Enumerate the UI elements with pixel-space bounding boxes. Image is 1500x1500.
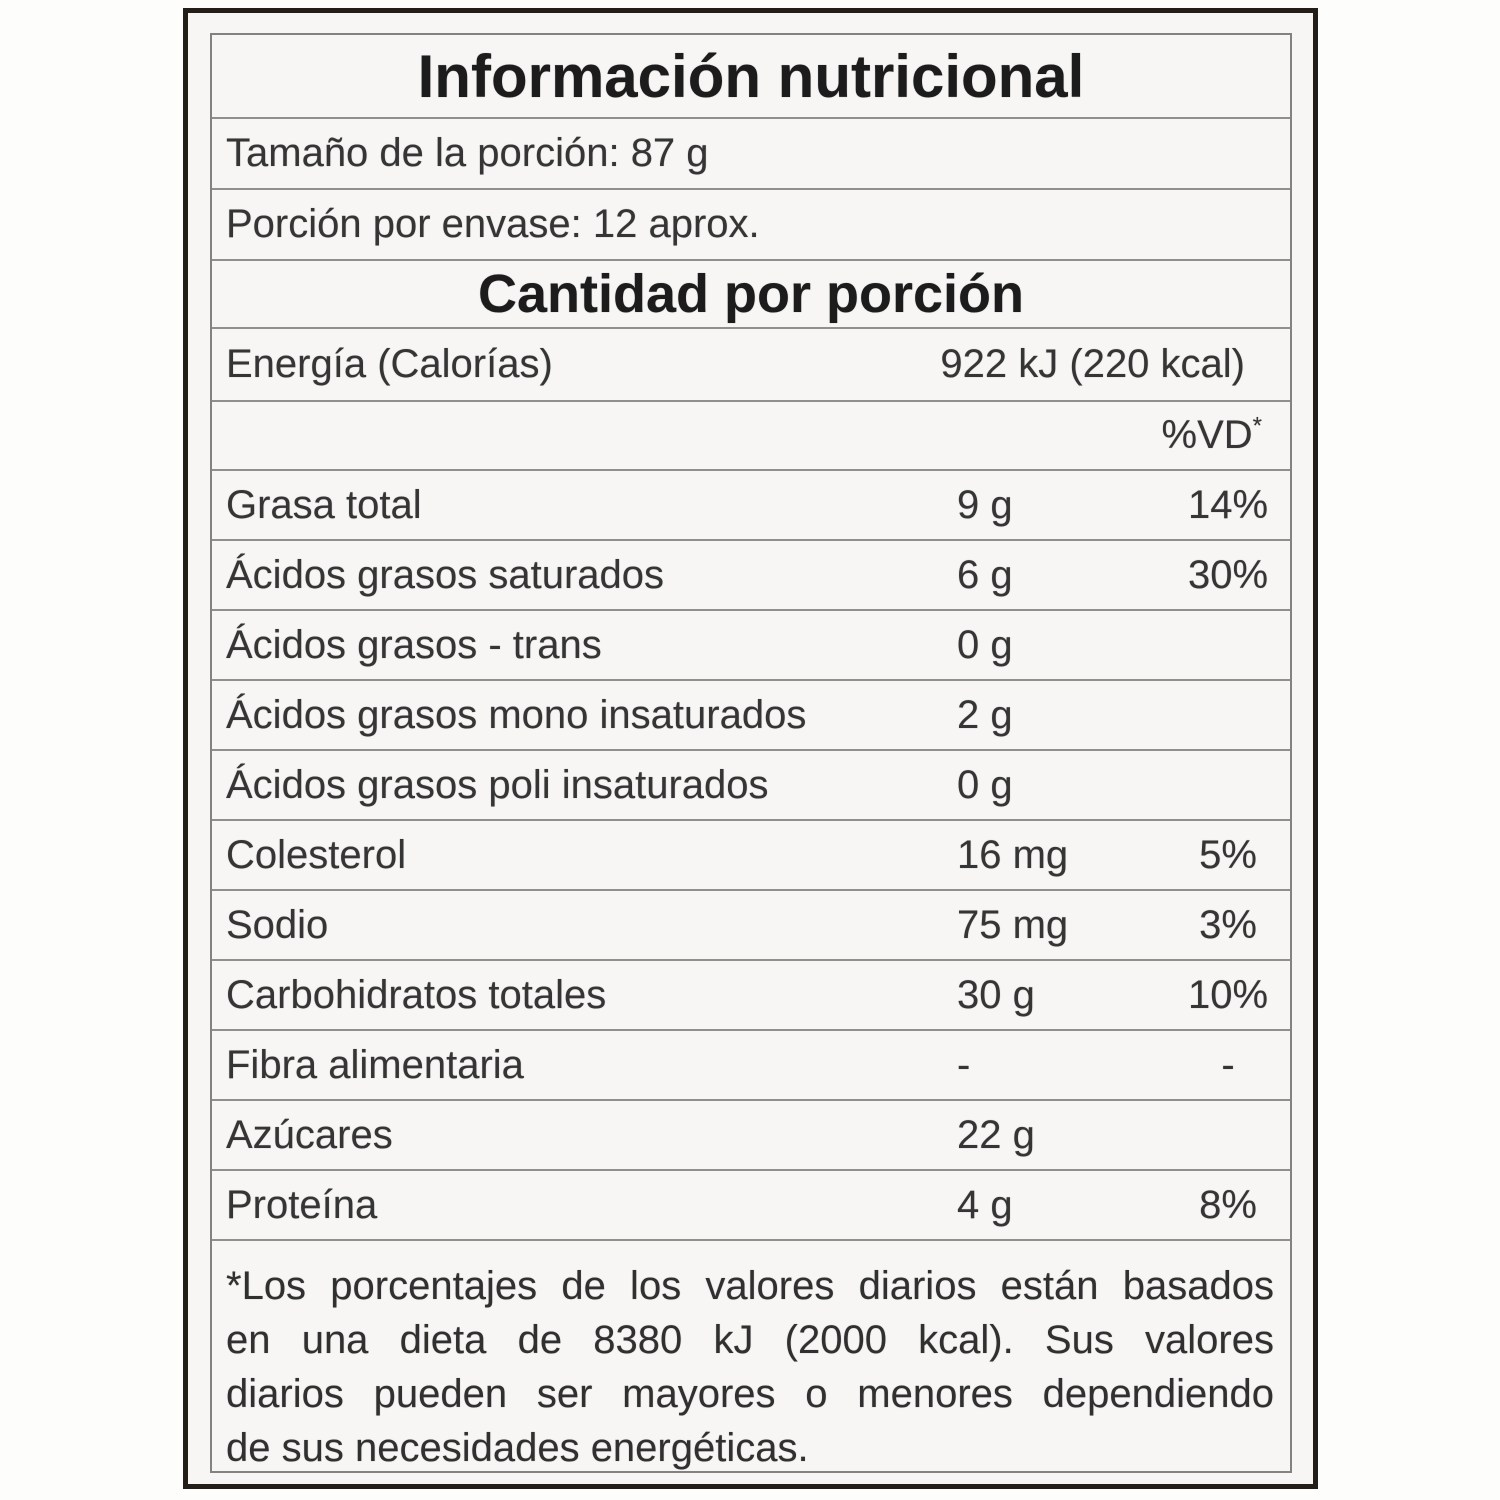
nutrient-value: 2 g <box>957 692 1013 737</box>
nutrient-row: Colesterol 16 mg 5% <box>212 821 1290 891</box>
label-title: Información nutricional <box>417 42 1085 110</box>
label-title-row: Información nutricional <box>212 35 1290 119</box>
daily-value-header-row: %VD* <box>212 402 1290 471</box>
nutrient-row: Sodio 75 mg 3% <box>212 891 1290 961</box>
amount-per-serving-header: Cantidad por porción <box>212 261 1290 329</box>
nutrient-value: 4 g <box>957 1182 1013 1227</box>
nutrient-value: 22 g <box>957 1112 1035 1157</box>
nutrient-name: Colesterol <box>226 832 407 877</box>
serving-size-text: Tamaño de la porción: 87 g <box>226 131 709 175</box>
nutrient-name: Ácidos grasos mono insaturados <box>226 692 807 737</box>
nutrient-name: Proteína <box>226 1182 378 1227</box>
nutrient-name: Azúcares <box>226 1112 393 1157</box>
daily-value-asterisk: * <box>1252 412 1262 440</box>
nutrient-value: 16 mg <box>957 832 1069 877</box>
nutrient-name: Fibra alimentaria <box>226 1042 524 1087</box>
footnote-line: *Los porcentajes de los valores diarios … <box>226 1264 1274 1308</box>
nutrition-table: Información nutricional Tamaño de la por… <box>210 33 1292 1473</box>
nutrient-row: Grasa total 9 g 14% <box>212 471 1290 541</box>
nutrient-value: - <box>957 1042 971 1087</box>
nutrient-daily-value: 8% <box>1199 1182 1257 1227</box>
nutrient-row: Ácidos grasos poli insaturados 0 g <box>212 751 1290 821</box>
nutrient-name: Ácidos grasos - trans <box>226 622 602 667</box>
footnote-line: de sus necesidades energéticas. <box>226 1426 809 1470</box>
nutrient-rows: Grasa total 9 g 14% Ácidos grasos satura… <box>212 471 1290 1241</box>
nutrient-value: 30 g <box>957 972 1035 1017</box>
nutrient-daily-value: 30% <box>1187 552 1269 597</box>
amount-per-serving-text: Cantidad por porción <box>478 264 1024 324</box>
energy-value: 922 kJ (220 kcal) <box>940 342 1245 386</box>
serving-size-row: Tamaño de la porción: 87 g <box>212 119 1290 190</box>
nutrient-value: 0 g <box>957 622 1013 667</box>
nutrient-row: Fibra alimentaria - - <box>212 1031 1290 1101</box>
nutrient-row: Azúcares 22 g <box>212 1101 1290 1171</box>
nutrient-daily-value: 3% <box>1199 902 1257 947</box>
daily-value-header: %VD* <box>1161 412 1262 457</box>
servings-per-container-row: Porción por envase: 12 aprox. <box>212 190 1290 261</box>
nutrient-row: Proteína 4 g 8% <box>212 1171 1290 1241</box>
nutrient-daily-value: 5% <box>1199 832 1257 877</box>
nutrient-name: Carbohidratos totales <box>226 972 607 1017</box>
nutrient-name: Ácidos grasos poli insaturados <box>226 762 769 807</box>
footnote: *Los porcentajes de los valores diarios … <box>212 1241 1290 1473</box>
nutrient-value: 0 g <box>957 762 1013 807</box>
nutrient-value: 75 mg <box>957 902 1069 947</box>
nutrient-name: Sodio <box>226 902 329 947</box>
nutrient-row: Ácidos grasos - trans 0 g <box>212 611 1290 681</box>
nutrient-name: Ácidos grasos saturados <box>226 552 665 597</box>
nutrient-row: Carbohidratos totales 30 g 10% <box>212 961 1290 1031</box>
nutrient-name: Grasa total <box>226 482 422 527</box>
nutrient-row: Ácidos grasos mono insaturados 2 g <box>212 681 1290 751</box>
nutrient-row: Ácidos grasos saturados 6 g 30% <box>212 541 1290 611</box>
energy-name: Energía (Calorías) <box>226 342 553 386</box>
footnote-line: en una dieta de 8380 kJ (2000 kcal). Sus… <box>226 1318 1274 1362</box>
servings-per-container-text: Porción por envase: 12 aprox. <box>226 202 760 246</box>
nutrient-daily-value: - <box>1221 1042 1235 1087</box>
energy-row: Energía (Calorías) 922 kJ (220 kcal) <box>212 329 1290 402</box>
nutrition-label-frame: Información nutricional Tamaño de la por… <box>183 8 1318 1489</box>
footnote-line: diarios pueden ser mayores o menores dep… <box>226 1372 1274 1416</box>
nutrient-value: 9 g <box>957 482 1013 527</box>
nutrient-daily-value: 10% <box>1187 972 1269 1017</box>
nutrient-value: 6 g <box>957 552 1013 597</box>
nutrient-daily-value: 14% <box>1187 482 1269 527</box>
